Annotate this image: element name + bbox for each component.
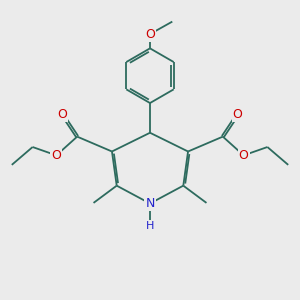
Text: O: O bbox=[57, 108, 67, 121]
Text: O: O bbox=[239, 149, 249, 162]
Text: H: H bbox=[146, 221, 154, 231]
Text: O: O bbox=[233, 108, 243, 121]
Text: O: O bbox=[51, 149, 61, 162]
Text: O: O bbox=[145, 28, 155, 40]
Text: N: N bbox=[145, 197, 155, 210]
